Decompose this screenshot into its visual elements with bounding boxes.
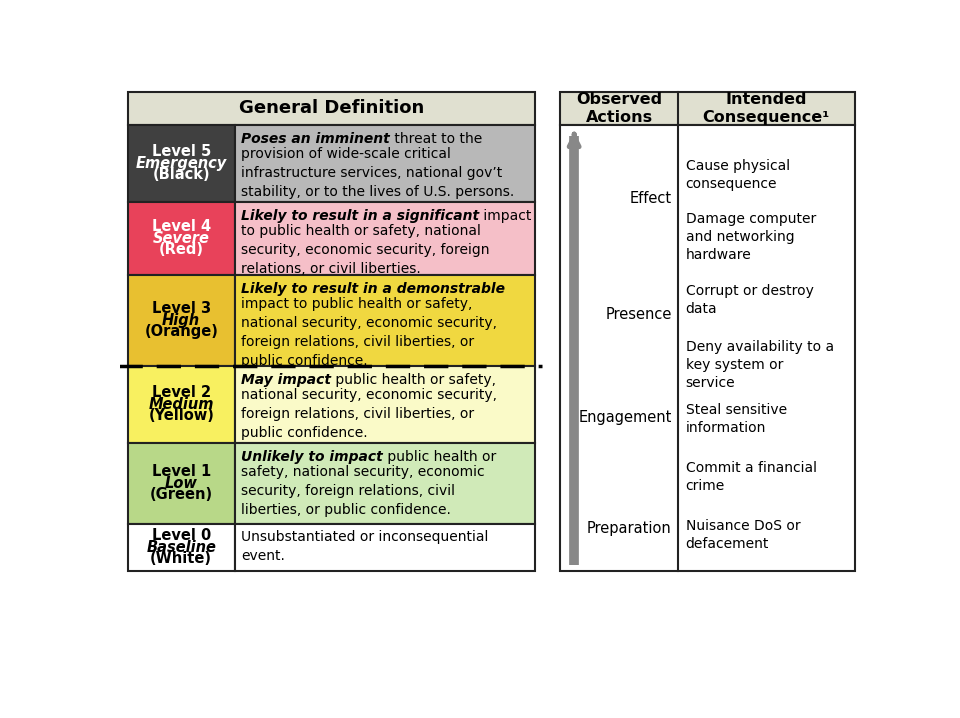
- Bar: [128, 202, 234, 275]
- Text: Unsubstantiated or inconsequential
event.: Unsubstantiated or inconsequential event…: [241, 531, 489, 564]
- Text: public health or: public health or: [383, 449, 496, 464]
- Text: Steal sensitive
information: Steal sensitive information: [685, 404, 787, 435]
- Text: Intended
Consequence¹: Intended Consequence¹: [703, 92, 830, 125]
- Text: Preparation: Preparation: [588, 521, 672, 536]
- Text: Level 5: Level 5: [152, 144, 211, 159]
- Text: Presence: Presence: [606, 307, 672, 322]
- Text: Baseline: Baseline: [146, 540, 216, 555]
- Text: May impact: May impact: [241, 373, 331, 386]
- Text: Medium: Medium: [149, 396, 214, 411]
- Bar: [234, 523, 536, 572]
- Text: provision of wide-scale critical
infrastructure services, national gov’t
stabili: provision of wide-scale critical infrast…: [241, 147, 515, 199]
- Text: national security, economic security,
foreign relations, civil liberties, or
pub: national security, economic security, fo…: [241, 388, 497, 440]
- Text: (Black): (Black): [153, 167, 210, 182]
- Text: to public health or safety, national
security, economic security, foreign
relati: to public health or safety, national sec…: [241, 224, 490, 276]
- Text: Emergency: Emergency: [135, 156, 227, 171]
- Text: Level 0: Level 0: [152, 528, 211, 544]
- Bar: [234, 202, 536, 275]
- Text: impact: impact: [479, 209, 532, 223]
- Text: Unlikely to impact: Unlikely to impact: [241, 449, 383, 464]
- Text: Commit a financial
crime: Commit a financial crime: [685, 461, 817, 493]
- Text: Poses an imminent: Poses an imminent: [241, 131, 390, 146]
- Text: Level 3: Level 3: [152, 301, 211, 316]
- Bar: [128, 275, 234, 365]
- Text: Cause physical
consequence: Cause physical consequence: [685, 159, 790, 190]
- Text: Damage computer
and networking
hardware: Damage computer and networking hardware: [685, 213, 816, 262]
- Text: General Definition: General Definition: [239, 100, 424, 118]
- Bar: [128, 523, 234, 572]
- Text: High: High: [162, 313, 201, 327]
- Text: Low: Low: [165, 475, 198, 490]
- Text: Corrupt or destroy
data: Corrupt or destroy data: [685, 284, 814, 316]
- Text: Engagement: Engagement: [579, 410, 672, 424]
- Bar: [561, 93, 854, 125]
- Text: Level 4: Level 4: [152, 219, 211, 234]
- Text: Deny availability to a
key system or
service: Deny availability to a key system or ser…: [685, 340, 834, 390]
- Bar: [128, 93, 536, 125]
- Text: Likely to result in a demonstrable: Likely to result in a demonstrable: [241, 281, 505, 296]
- Bar: [234, 275, 536, 365]
- Bar: [561, 125, 854, 572]
- Text: Likely to result in a significant: Likely to result in a significant: [241, 209, 479, 223]
- Text: (Yellow): (Yellow): [148, 409, 214, 423]
- Bar: [234, 443, 536, 523]
- Bar: [128, 125, 234, 202]
- Text: Observed
Actions: Observed Actions: [576, 92, 662, 125]
- Text: Effect: Effect: [630, 191, 672, 206]
- Text: impact to public health or safety,
national security, economic security,
foreign: impact to public health or safety, natio…: [241, 297, 497, 368]
- Text: (Green): (Green): [150, 487, 213, 502]
- Text: public health or safety,: public health or safety,: [331, 373, 496, 386]
- Bar: [234, 125, 536, 202]
- Text: Level 2: Level 2: [152, 385, 211, 400]
- Bar: [234, 365, 536, 443]
- Text: (White): (White): [150, 551, 212, 567]
- Text: threat to the: threat to the: [390, 131, 482, 146]
- Text: safety, national security, economic
security, foreign relations, civil
liberties: safety, national security, economic secu…: [241, 465, 485, 517]
- Text: (Orange): (Orange): [144, 325, 218, 340]
- Text: Severe: Severe: [153, 230, 209, 246]
- Bar: [128, 365, 234, 443]
- Text: (Red): (Red): [158, 242, 204, 257]
- Bar: [128, 443, 234, 523]
- Text: Level 1: Level 1: [152, 464, 211, 479]
- Text: Nuisance DoS or
defacement: Nuisance DoS or defacement: [685, 518, 801, 551]
